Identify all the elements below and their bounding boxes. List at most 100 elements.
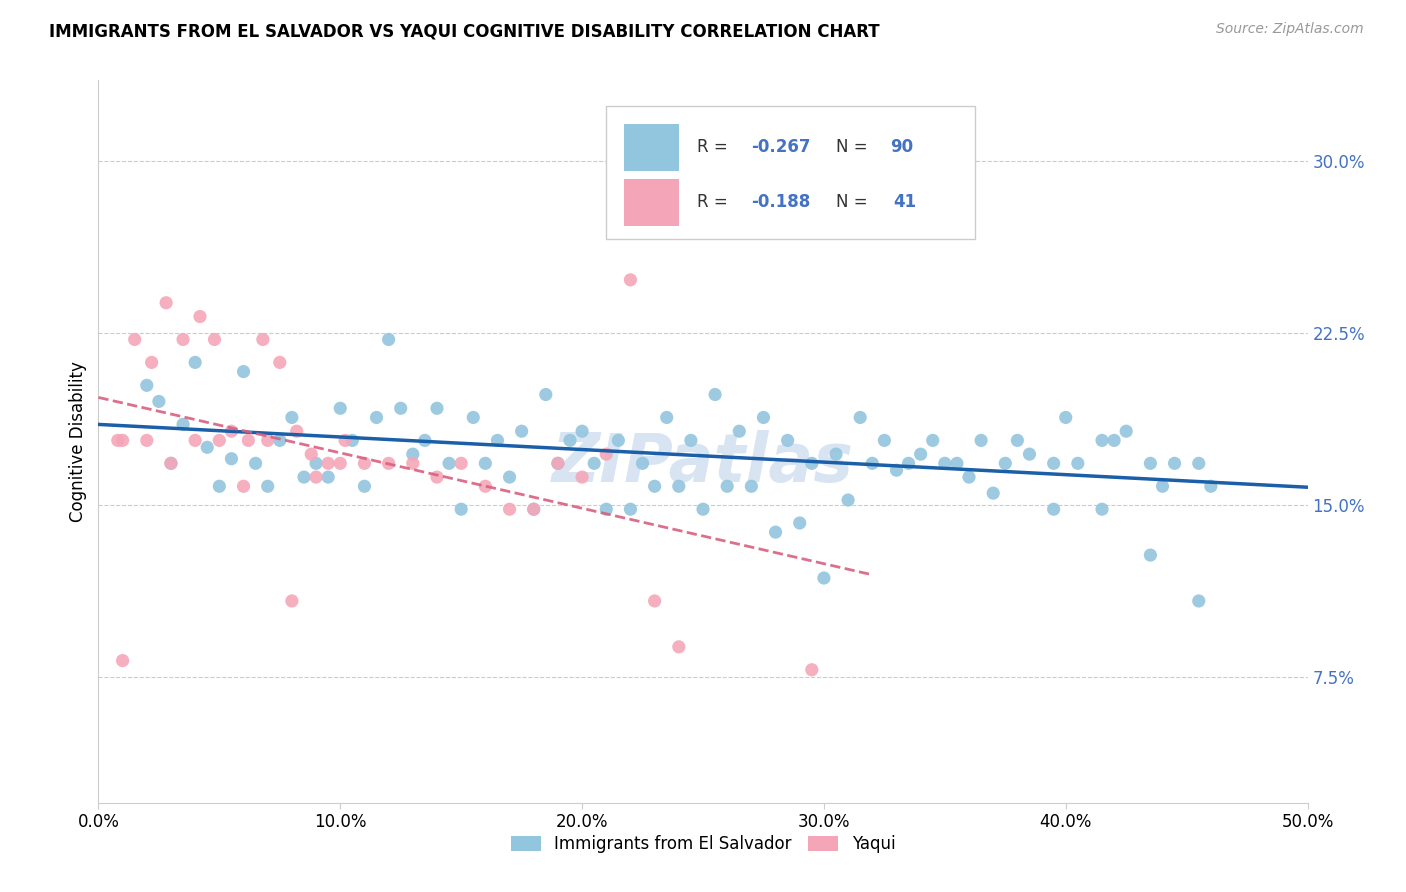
Point bbox=[523, 502, 546, 516]
Point bbox=[571, 424, 593, 438]
Point bbox=[269, 355, 291, 369]
Point bbox=[172, 333, 194, 347]
Point bbox=[1067, 456, 1090, 470]
Point bbox=[221, 451, 243, 466]
Point bbox=[716, 479, 738, 493]
Point bbox=[221, 424, 243, 438]
Point bbox=[111, 654, 134, 668]
Point bbox=[402, 447, 425, 461]
Point bbox=[195, 440, 218, 454]
Point bbox=[285, 424, 308, 438]
Text: IMMIGRANTS FROM EL SALVADOR VS YAQUI COGNITIVE DISABILITY CORRELATION CHART: IMMIGRANTS FROM EL SALVADOR VS YAQUI COG… bbox=[49, 22, 880, 40]
Text: -0.267: -0.267 bbox=[751, 137, 811, 156]
Point bbox=[305, 456, 328, 470]
Point bbox=[1007, 434, 1029, 448]
Legend: Immigrants from El Salvador, Yaqui: Immigrants from El Salvador, Yaqui bbox=[505, 828, 901, 860]
Point bbox=[292, 470, 315, 484]
Point bbox=[155, 295, 177, 310]
Point bbox=[981, 486, 1004, 500]
Point bbox=[800, 456, 823, 470]
Point bbox=[825, 447, 848, 461]
Point bbox=[776, 434, 799, 448]
Point bbox=[377, 456, 399, 470]
Point bbox=[934, 456, 956, 470]
Point bbox=[107, 434, 129, 448]
Point bbox=[692, 502, 714, 516]
Point bbox=[644, 594, 666, 608]
Point bbox=[800, 663, 823, 677]
Point bbox=[644, 479, 666, 493]
Point bbox=[679, 434, 702, 448]
Point bbox=[655, 410, 678, 425]
Point bbox=[558, 434, 581, 448]
Point bbox=[188, 310, 211, 324]
Point bbox=[1018, 447, 1040, 461]
Point bbox=[245, 456, 267, 470]
Point bbox=[135, 378, 157, 392]
Point bbox=[752, 410, 775, 425]
Point bbox=[1139, 548, 1161, 562]
Point bbox=[426, 401, 449, 416]
Point bbox=[160, 456, 183, 470]
Point bbox=[342, 434, 364, 448]
Bar bbox=[624, 179, 679, 227]
Point bbox=[1199, 479, 1222, 493]
Point bbox=[498, 470, 520, 484]
Point bbox=[316, 456, 339, 470]
Point bbox=[486, 434, 509, 448]
Point bbox=[366, 410, 388, 425]
Y-axis label: Cognitive Disability: Cognitive Disability bbox=[69, 361, 87, 522]
Point bbox=[534, 387, 557, 401]
Point bbox=[463, 410, 485, 425]
Point bbox=[232, 365, 254, 379]
Point bbox=[994, 456, 1017, 470]
Point bbox=[921, 434, 943, 448]
Point bbox=[547, 456, 569, 470]
Point bbox=[426, 470, 449, 484]
FancyBboxPatch shape bbox=[606, 105, 976, 239]
Text: 90: 90 bbox=[890, 137, 914, 156]
Point bbox=[184, 434, 207, 448]
Point bbox=[437, 456, 460, 470]
Point bbox=[523, 502, 546, 516]
Point bbox=[450, 502, 472, 516]
Text: 41: 41 bbox=[893, 193, 915, 211]
Point bbox=[668, 479, 690, 493]
Point bbox=[389, 401, 412, 416]
Point bbox=[1091, 502, 1114, 516]
Point bbox=[333, 434, 356, 448]
Point bbox=[450, 456, 472, 470]
Point bbox=[837, 493, 859, 508]
Point bbox=[571, 470, 593, 484]
Point bbox=[946, 456, 969, 470]
Point bbox=[765, 525, 787, 540]
Point bbox=[329, 401, 352, 416]
Text: N =: N = bbox=[837, 193, 873, 211]
Point bbox=[595, 447, 617, 461]
Point bbox=[910, 447, 932, 461]
Point bbox=[111, 434, 134, 448]
Point bbox=[607, 434, 630, 448]
Point bbox=[668, 640, 690, 654]
Text: ZIPatlas: ZIPatlas bbox=[553, 430, 853, 496]
Point bbox=[160, 456, 183, 470]
Point bbox=[619, 273, 641, 287]
Point bbox=[1102, 434, 1125, 448]
Point bbox=[1054, 410, 1077, 425]
Point bbox=[281, 594, 304, 608]
Point bbox=[860, 456, 883, 470]
Text: R =: R = bbox=[697, 193, 733, 211]
Point bbox=[148, 394, 170, 409]
Point bbox=[256, 479, 278, 493]
Point bbox=[631, 456, 654, 470]
Point bbox=[1188, 594, 1211, 608]
Point bbox=[595, 502, 617, 516]
Point bbox=[208, 479, 231, 493]
Point bbox=[353, 456, 375, 470]
Point bbox=[849, 410, 872, 425]
Text: Source: ZipAtlas.com: Source: ZipAtlas.com bbox=[1216, 22, 1364, 37]
Point bbox=[299, 447, 322, 461]
Point bbox=[873, 434, 896, 448]
Point bbox=[316, 470, 339, 484]
Point bbox=[184, 355, 207, 369]
